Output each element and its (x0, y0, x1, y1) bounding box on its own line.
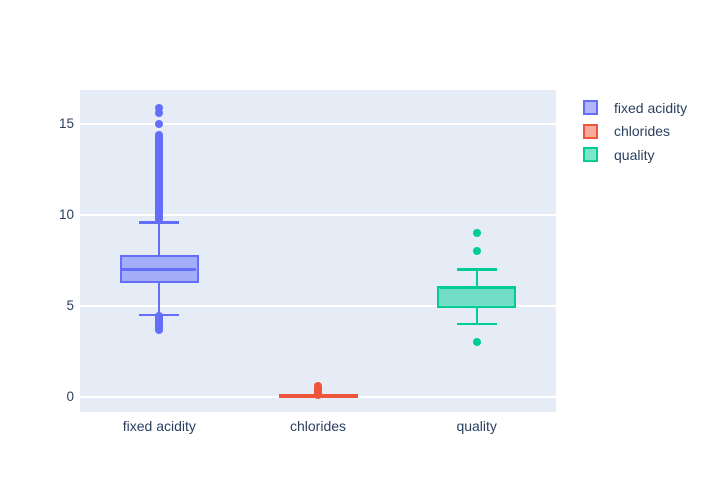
outlier-band-low[interactable] (155, 312, 164, 334)
legend-item-fixed-acidity[interactable]: fixed acidity (583, 96, 687, 120)
x-axis-tick-labels: fixed acidity chlorides quality (80, 417, 556, 435)
outlier-dot[interactable] (155, 120, 164, 128)
y-tick-label: 15 (58, 116, 74, 131)
lower-whisker-line (475, 306, 478, 325)
median-line (122, 268, 197, 271)
legend-swatch-icon (583, 147, 598, 163)
outlier-dot[interactable] (155, 103, 164, 112)
median-line (439, 286, 514, 290)
y-tick-label: 10 (58, 207, 74, 222)
outlier-dot[interactable] (472, 338, 481, 347)
upper-whisker-line (158, 222, 161, 257)
upper-whisker-cap (456, 268, 497, 271)
legend-label: chlorides (614, 123, 671, 140)
legend-swatch-icon (583, 100, 598, 116)
x-tick-label-fixed-acidity: fixed acidity (122, 418, 196, 434)
y-tick-label: 5 (66, 298, 74, 313)
outlier-dot[interactable] (155, 109, 164, 118)
box-series-quality[interactable] (80, 90, 556, 412)
legend: fixed acidity chlorides quality (583, 96, 687, 167)
x-tick-label-quality: quality (456, 418, 497, 434)
lower-whisker-cap (456, 322, 497, 326)
y-tick-label: 0 (66, 389, 74, 404)
plot-area[interactable] (80, 90, 556, 412)
box-series-chlorides[interactable] (80, 90, 556, 412)
outlier-band-high[interactable] (314, 381, 322, 399)
x-tick-label-chlorides: chlorides (289, 418, 347, 434)
gridline (80, 305, 556, 307)
upper-whisker-line (475, 269, 478, 288)
gridline (80, 214, 556, 216)
box[interactable] (437, 285, 517, 308)
legend-label: fixed acidity (614, 99, 688, 116)
outlier-band-high[interactable] (155, 130, 164, 225)
gridline (80, 123, 556, 125)
outlier-dot[interactable] (472, 247, 481, 256)
legend-swatch-icon (583, 123, 598, 139)
legend-item-quality[interactable]: quality (583, 143, 687, 167)
legend-label: quality (614, 146, 655, 163)
lower-whisker-line (158, 280, 161, 316)
legend-item-chlorides[interactable]: chlorides (583, 120, 687, 144)
outlier-dot[interactable] (472, 229, 481, 238)
box-series-fixed-acidity[interactable] (80, 90, 556, 412)
